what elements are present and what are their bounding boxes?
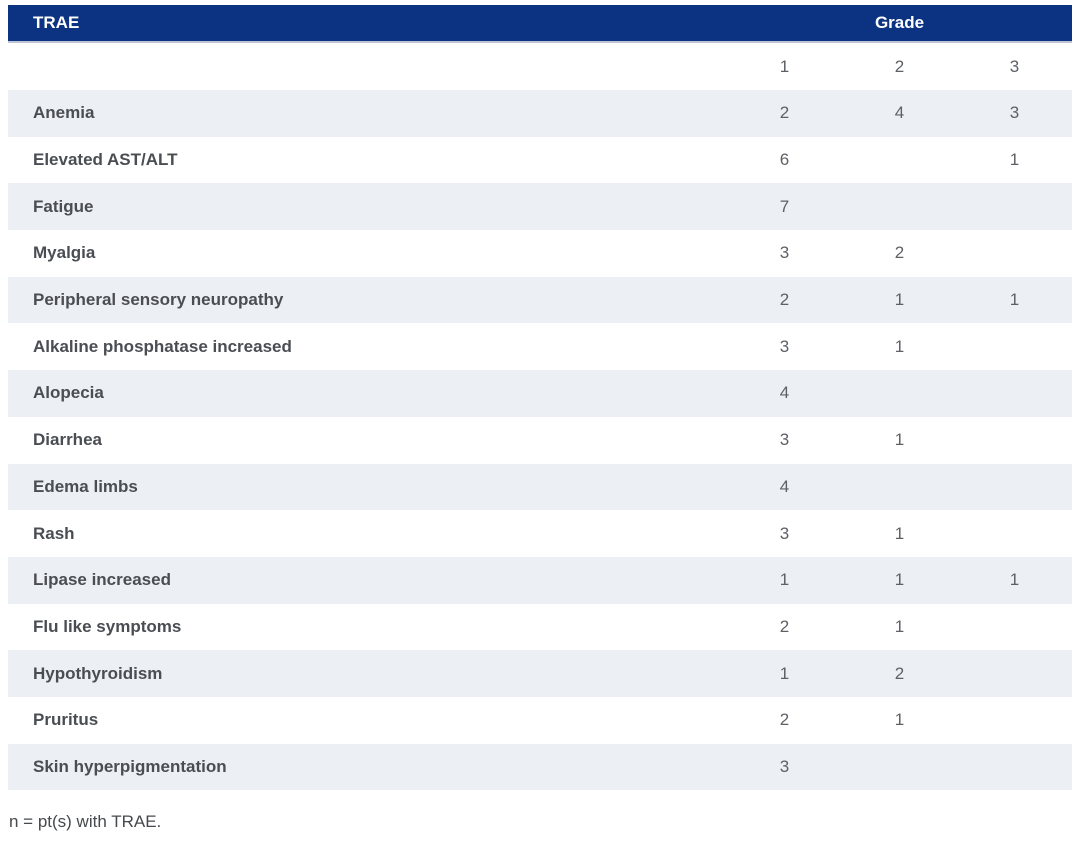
trae-column-header: TRAE xyxy=(8,5,727,43)
grade2-value: 1 xyxy=(894,570,905,590)
grade2-value: 1 xyxy=(894,523,905,543)
table-row: Diarrhea 3 1 xyxy=(8,416,1073,464)
table-row: Anemia 2 4 3 xyxy=(8,90,1073,137)
grade3-value: 3 xyxy=(1009,103,1020,123)
grade2-value: 1 xyxy=(894,290,905,310)
footnote: n = pt(s) with TRAE. xyxy=(9,812,162,832)
grade2-value: 2 xyxy=(894,243,905,263)
grade1-value: 3 xyxy=(779,243,790,263)
grade2-value: 1 xyxy=(894,430,905,450)
grade1-value: 1 xyxy=(779,663,790,683)
grade1-value: 2 xyxy=(779,290,790,310)
table-row: Alkaline phosphatase increased 3 1 xyxy=(8,323,1073,371)
grade1-value: 3 xyxy=(779,336,790,356)
trae-label: Myalgia xyxy=(33,243,96,263)
table-row: Alopecia 4 xyxy=(8,370,1073,417)
grade2-value xyxy=(842,183,957,230)
trae-label: Pruritus xyxy=(33,710,99,730)
grade2-value: 1 xyxy=(894,616,905,636)
grade-1-header: 1 xyxy=(727,42,842,90)
grade2-value xyxy=(842,744,957,791)
grade1-value: 7 xyxy=(779,196,790,216)
grade-2-header: 2 xyxy=(842,42,957,90)
grade1-value: 4 xyxy=(779,476,790,496)
table-row: Hypothyroidism 1 2 xyxy=(8,650,1073,697)
table-header-row: TRAE Grade xyxy=(8,5,1073,43)
grade1-value: 2 xyxy=(779,710,790,730)
grade1-value: 3 xyxy=(779,523,790,543)
trae-table: TRAE Grade 1 2 3 Anemia 2 4 3 Elevated A… xyxy=(8,5,1073,791)
table-row: Fatigue 7 xyxy=(8,183,1073,231)
trae-label: Diarrhea xyxy=(33,430,102,450)
empty-subheader-cell xyxy=(8,42,727,90)
grade1-value: 3 xyxy=(779,756,790,776)
table-row: Skin hyperpigmentation 3 xyxy=(8,743,1073,791)
grade1-value: 1 xyxy=(779,570,790,590)
trae-label: Fatigue xyxy=(33,196,94,216)
grade1-value: 2 xyxy=(779,103,790,123)
grade3-value xyxy=(957,697,1072,744)
grade2-value: 2 xyxy=(894,663,905,683)
grade3-value xyxy=(957,370,1072,417)
grade3-value xyxy=(957,323,1072,370)
grade2-value: 1 xyxy=(894,336,905,356)
grade2-value: 4 xyxy=(894,103,905,123)
table-row: Myalgia 3 2 xyxy=(8,230,1073,277)
table-row: Pruritus 2 1 xyxy=(8,696,1073,744)
table-row: Elevated AST/ALT 6 1 xyxy=(8,136,1073,184)
trae-label: Alkaline phosphatase increased xyxy=(33,336,292,356)
trae-label: Lipase increased xyxy=(33,570,171,590)
table-body: Anemia 2 4 3 Elevated AST/ALT 6 1 Fatigu… xyxy=(8,90,1073,791)
grade2-value xyxy=(842,137,957,184)
grade3-value xyxy=(957,744,1072,791)
trae-label: Peripheral sensory neuropathy xyxy=(33,290,284,310)
grade3-value: 1 xyxy=(1009,290,1020,310)
table-row: Rash 3 1 xyxy=(8,510,1073,557)
trae-label: Hypothyroidism xyxy=(33,663,163,683)
trae-label: Flu like symptoms xyxy=(33,616,182,636)
grade3-value xyxy=(957,604,1072,651)
trae-table-container: TRAE Grade 1 2 3 Anemia 2 4 3 Elevated A… xyxy=(8,5,1073,832)
table-row: Edema limbs 4 xyxy=(8,463,1073,511)
trae-label: Alopecia xyxy=(33,383,104,403)
grade3-value xyxy=(957,417,1072,464)
grade1-value: 6 xyxy=(779,150,790,170)
grade3-value: 1 xyxy=(1009,150,1020,170)
grade2-value xyxy=(842,464,957,511)
grade2-value: 1 xyxy=(894,710,905,730)
grade3-value xyxy=(957,230,1072,277)
grade-subheader-row: 1 2 3 xyxy=(8,42,1073,90)
grade1-value: 4 xyxy=(779,383,790,403)
trae-label: Edema limbs xyxy=(33,476,138,496)
grade3-value xyxy=(957,464,1072,511)
trae-label: Anemia xyxy=(33,103,95,123)
table-row: Peripheral sensory neuropathy 2 1 1 xyxy=(8,276,1073,324)
grade-column-header: Grade xyxy=(727,5,1073,43)
table-row: Lipase increased 1 1 1 xyxy=(8,556,1073,604)
grade1-value: 3 xyxy=(779,430,790,450)
trae-label: Skin hyperpigmentation xyxy=(33,756,227,776)
grade3-value xyxy=(957,510,1072,557)
grade3-value xyxy=(957,183,1072,230)
trae-label: Rash xyxy=(33,523,75,543)
trae-label: Elevated AST/ALT xyxy=(33,150,178,170)
grade-3-header: 3 xyxy=(957,42,1073,90)
table-row: Flu like symptoms 2 1 xyxy=(8,603,1073,651)
grade1-value: 2 xyxy=(779,616,790,636)
grade3-value xyxy=(957,650,1072,697)
grade2-value xyxy=(842,370,957,417)
grade3-value: 1 xyxy=(1009,570,1020,590)
